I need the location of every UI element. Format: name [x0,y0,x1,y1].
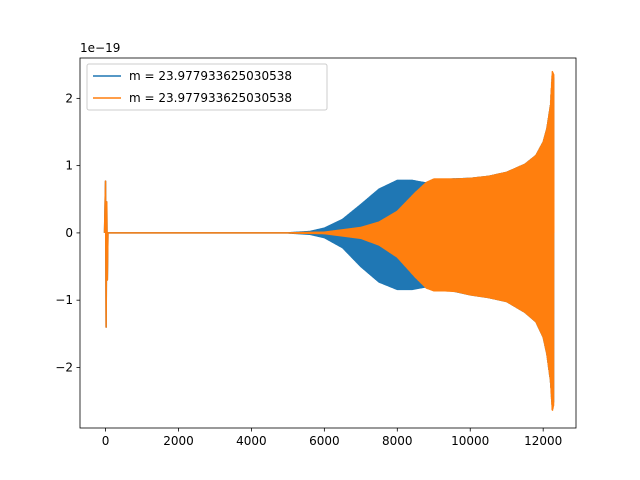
x-tick-label: 10000 [451,434,489,448]
x-tick-label: 6000 [309,434,340,448]
x-axis: 0 2000 4000 6000 8000 10000 12000 [102,428,562,448]
y-offset-label: 1e−19 [80,41,120,55]
x-tick-label: 0 [102,434,110,448]
y-tick-label: 1 [65,159,73,173]
legend-label-series-1: m = 23.977933625030538 [129,69,292,83]
plot-area [103,70,555,411]
x-tick-label: 4000 [236,434,267,448]
legend-label-series-2: m = 23.977933625030538 [129,91,292,105]
x-tick-label: 2000 [163,434,194,448]
axes-frame [79,57,577,429]
series-layer [103,70,555,411]
y-tick-label: 2 [65,91,73,105]
y-axis: −2 −1 0 1 2 [55,91,80,374]
x-tick-label: 8000 [382,434,413,448]
legend: m = 23.977933625030538 m = 23.9779336250… [86,63,328,111]
y-tick-label: −2 [55,360,73,374]
series-line-2 [103,70,555,411]
y-tick-label: −1 [55,293,73,307]
x-tick-label: 12000 [524,434,562,448]
legend-box [86,63,328,111]
y-tick-label: 0 [65,226,73,240]
